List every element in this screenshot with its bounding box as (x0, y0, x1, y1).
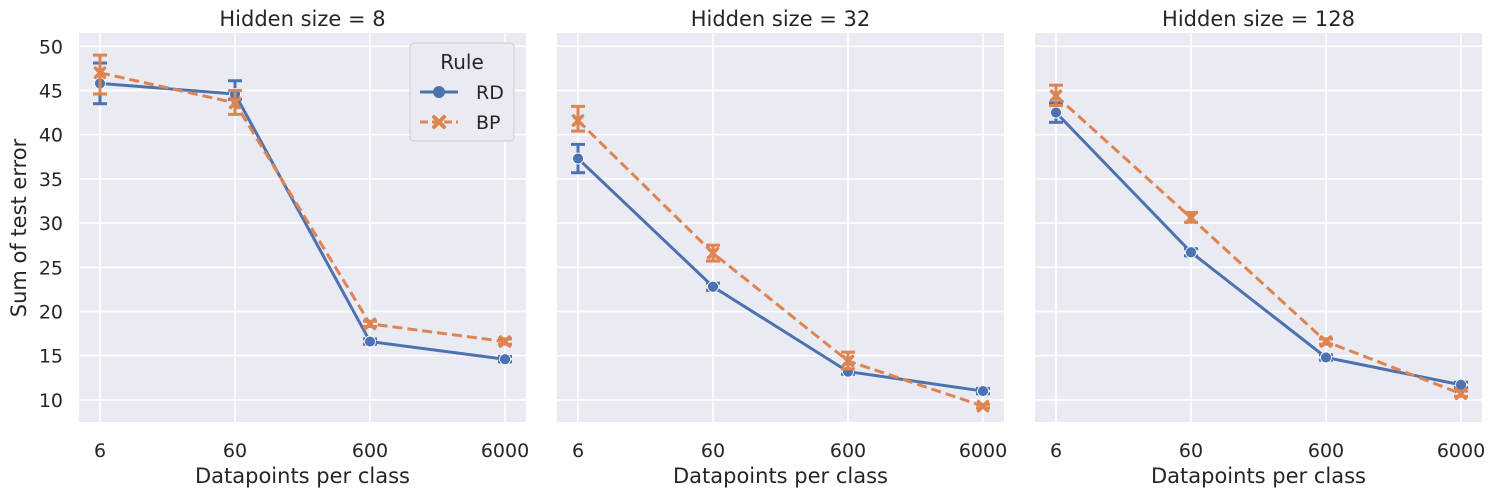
panel-title: Hidden size = 8 (219, 7, 385, 31)
x-tick-label: 6000 (1437, 440, 1485, 462)
plot-area-background (557, 33, 1004, 422)
data-point-bp (1454, 387, 1468, 400)
legend-marker (433, 86, 445, 98)
data-point-bp (1319, 335, 1333, 348)
data-point-bp (976, 399, 990, 413)
legend-entry-rd: RD (420, 82, 504, 104)
series-line-rd (1054, 111, 1462, 387)
x-axis-label: Datapoints per class (1151, 464, 1366, 488)
y-tick-label: 10 (39, 390, 63, 412)
marker-stroke (706, 246, 720, 260)
y-tick-label: 50 (39, 36, 63, 58)
data-point-rd (1050, 106, 1062, 119)
legend-label: BP (476, 112, 501, 134)
series-line-bp (576, 119, 984, 408)
y-tick-label: 40 (39, 125, 63, 147)
data-point-bp (363, 317, 377, 331)
x-axis-label: Datapoints per class (195, 464, 410, 488)
chart-panel-2: 6 60 600 6000 Hidden size = 32 Datapoints per… (557, 7, 1007, 488)
x-tick-label: 60 (701, 440, 725, 462)
data-point-bp (93, 66, 107, 80)
x-tick-label: 60 (1179, 440, 1203, 462)
marker-stroke (976, 399, 990, 413)
marker-stroke (1454, 387, 1468, 400)
marker-stroke (1319, 335, 1333, 348)
series-rd (1049, 101, 1468, 391)
marker-stroke (841, 354, 855, 368)
panel-title: Hidden size = 128 (1162, 7, 1355, 31)
data-point-rd (572, 152, 584, 165)
data-point-bp (1184, 211, 1198, 225)
data-point-rd (1320, 351, 1332, 364)
y-tick-label: 15 (39, 346, 63, 368)
data-point-rd (1185, 246, 1197, 259)
x-axis-label: Datapoints per class (673, 464, 888, 488)
legend-entry-bp: BP (420, 112, 501, 134)
data-point-bp (841, 354, 855, 368)
x-tick-label: 6000 (959, 440, 1007, 462)
panel-title: Hidden size = 32 (691, 7, 871, 31)
x-tick-label: 600 (830, 440, 866, 462)
x-tick-label: 6 (1050, 440, 1062, 462)
y-tick-label: 25 (39, 257, 63, 279)
data-point-rd (499, 353, 511, 366)
data-point-rd (977, 385, 989, 397)
series-line-rd (576, 157, 984, 393)
legend-label: RD (476, 82, 504, 104)
series-rd (571, 142, 990, 397)
series-line-bp (1054, 94, 1462, 396)
data-point-rd (707, 280, 719, 293)
marker-stroke (1049, 89, 1063, 103)
x-tick-label: 600 (1308, 440, 1344, 462)
x-tick-label: 60 (223, 440, 247, 462)
plot-area-background (1035, 33, 1482, 422)
x-tick-label: 600 (352, 440, 388, 462)
data-point-bp (1049, 89, 1063, 103)
y-axis-label: Sum of test error (7, 138, 31, 317)
x-tick-label: 6000 (481, 440, 529, 462)
legend: Rule RD BP (409, 42, 515, 142)
marker-stroke (1184, 211, 1198, 225)
data-point-rd (364, 335, 376, 348)
y-tick-label: 30 (39, 213, 63, 235)
series-line-bp (99, 71, 506, 344)
marker-stroke (93, 66, 107, 80)
data-point-bp (571, 114, 585, 127)
data-point-bp (706, 246, 720, 260)
y-tick-label: 20 (39, 301, 63, 323)
data-point-bp (498, 335, 512, 348)
y-tick-label: 35 (39, 169, 63, 191)
marker-stroke (498, 335, 512, 348)
x-tick-label: 6 (94, 440, 106, 462)
data-point-bp (228, 96, 242, 110)
series-bp (1049, 83, 1468, 400)
legend-title: Rule (440, 50, 484, 74)
x-tick-label: 6 (572, 440, 584, 462)
series-bp (571, 104, 990, 413)
chart-panel-3: 6 60 600 6000 Hidden size = 128 Datapoints pe… (1035, 7, 1485, 488)
marker-stroke (228, 96, 242, 110)
marker-stroke (571, 114, 585, 127)
series-bp (93, 53, 512, 348)
y-tick-label: 45 (39, 80, 63, 102)
marker-stroke (363, 317, 377, 331)
legend-marker (432, 115, 446, 129)
